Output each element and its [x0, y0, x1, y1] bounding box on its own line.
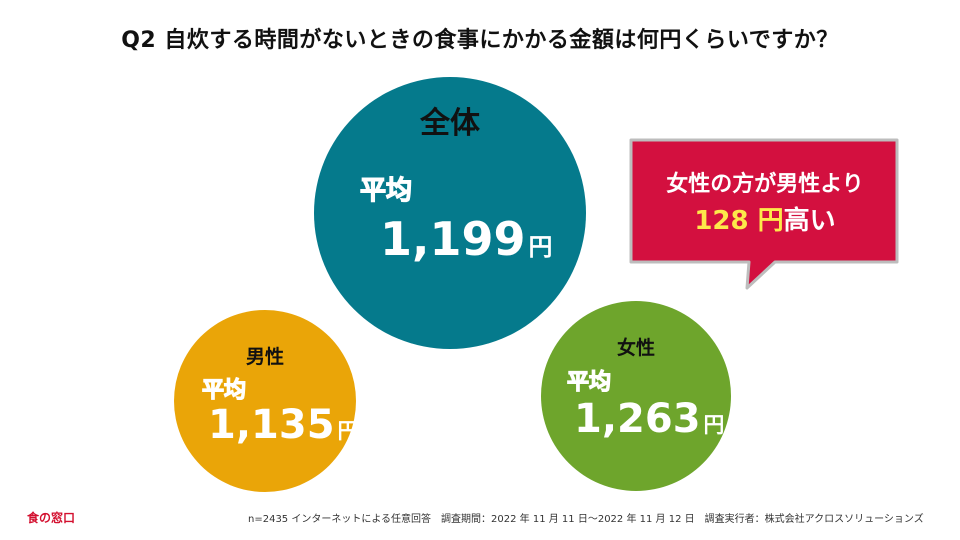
callout-shape: [629, 138, 899, 290]
value-text-female: 1,263: [574, 396, 701, 442]
bubble-total: [314, 77, 586, 349]
callout-line2: 128 円高い: [640, 200, 890, 237]
value-text-total: 1,199: [380, 212, 526, 266]
value-text-male: 1,135: [208, 402, 335, 448]
unit-total: 円: [528, 233, 553, 261]
callout-bubble: [629, 138, 899, 290]
unit-male: 円: [337, 419, 359, 443]
avg-label-total: 平均: [359, 175, 413, 206]
avg-label-female: 平均: [566, 369, 612, 395]
group-name-male: 男性: [245, 346, 284, 368]
unit-female: 円: [703, 413, 725, 437]
group-name-total: 全体: [420, 106, 480, 141]
callout-suffix: 高い: [783, 206, 836, 236]
avg-label-male: 平均: [201, 377, 247, 403]
value-label-female: 1,263 円: [574, 396, 724, 442]
bubble-male: [174, 310, 356, 492]
value-label-total: 1,199 円: [380, 212, 552, 266]
group-name-female: 女性: [616, 337, 655, 359]
callout-line1: 女性の方が男性より: [666, 172, 864, 197]
brand-logo: 食の窓口: [27, 511, 76, 525]
page-title: Q2 自炊する時間がないときの食事にかかる金額は何円くらいですか？: [121, 28, 839, 53]
bubble-female: [541, 301, 731, 491]
survey-footnote: n=2435 インターネットによる任意回答 調査期間：2022 年 11 月 1…: [248, 514, 924, 525]
callout-highlight: 128 円: [694, 206, 784, 236]
value-label-male: 1,135 円: [208, 402, 358, 448]
